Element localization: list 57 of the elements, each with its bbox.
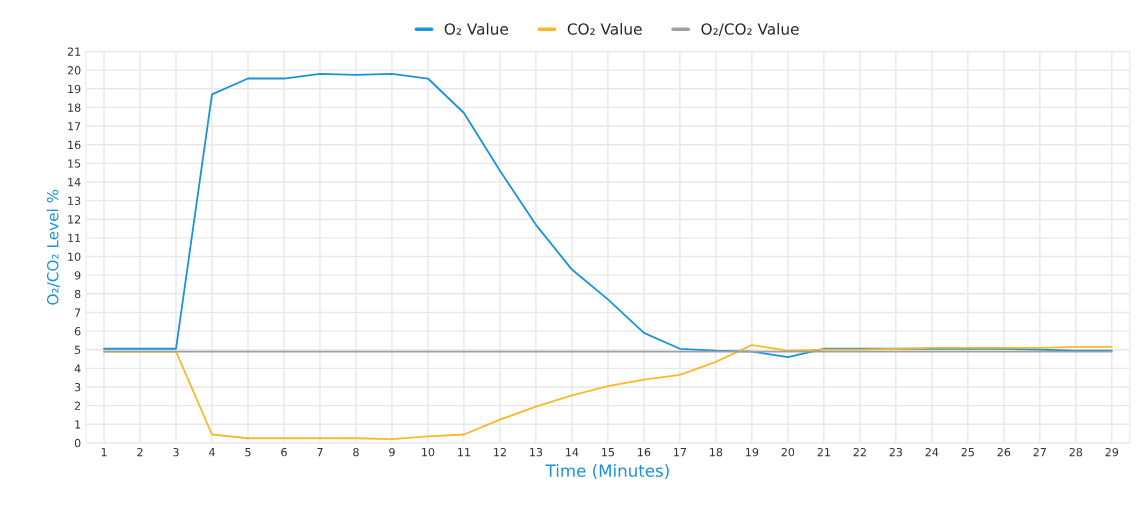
- y-tick-label: 6: [74, 327, 81, 336]
- x-tick-label: 1: [101, 448, 107, 457]
- x-tick-label: 16: [638, 447, 651, 457]
- x-tick-label: 5: [245, 448, 251, 457]
- x-tick-label: 22: [853, 447, 866, 457]
- line-series: [103, 72, 1113, 359]
- x-tick-label: 11: [458, 448, 470, 457]
- x-tick-label: 6: [281, 447, 287, 457]
- x-tick-label: 20: [781, 447, 795, 457]
- x-tick-label: 13: [530, 447, 543, 457]
- y-tick-label: 4: [74, 364, 81, 373]
- y-tick-label: 19: [68, 84, 81, 94]
- x-tick-label: 9: [389, 447, 395, 457]
- legend-label: O₂/CO₂ Value: [701, 22, 799, 36]
- x-axis-title: Time (Minutes): [545, 464, 669, 479]
- x-tick-label: 19: [746, 447, 759, 457]
- x-tick-label: 24: [925, 447, 939, 457]
- y-tick-label: 12: [68, 215, 81, 224]
- legend-label: O₂ Value: [444, 22, 508, 35]
- x-tick-label: 23: [889, 447, 903, 457]
- y-tick-label: 13: [68, 196, 81, 205]
- x-tick-label: 17: [674, 448, 687, 457]
- y-tick-label: 0: [74, 438, 81, 448]
- y-tick-label: 20: [67, 66, 81, 75]
- x-tick-label: 18: [710, 447, 723, 457]
- x-tick-label: 3: [173, 447, 179, 457]
- y-tick-label: 15: [68, 159, 81, 168]
- x-tick-label: 28: [1069, 447, 1083, 457]
- y-tick-label: 18: [68, 103, 81, 112]
- x-tick-label: 15: [602, 448, 615, 457]
- x-tick-label: 8: [353, 447, 359, 457]
- y-tick-label: 17: [68, 122, 81, 131]
- x-tick-label: 7: [317, 448, 323, 457]
- x-tick-label: 10: [422, 447, 435, 457]
- x-tick-label: 25: [961, 447, 974, 457]
- x-tick-label: 4: [209, 448, 215, 457]
- x-tick-label: 12: [494, 447, 506, 457]
- x-tick-label: 27: [1033, 447, 1046, 457]
- y-tick-label: 5: [74, 345, 81, 355]
- y-tick-label: 14: [68, 178, 81, 187]
- y-tick-label: 11: [68, 234, 81, 243]
- x-tick-label: 26: [997, 447, 1011, 457]
- x-tick-label: 29: [1105, 447, 1119, 457]
- y-tick-label: 7: [75, 308, 81, 317]
- y-tick-label: 21: [67, 47, 81, 56]
- y-tick-label: 8: [74, 289, 81, 299]
- x-tick-label: 14: [566, 448, 579, 457]
- x-tick-label: 2: [137, 447, 143, 457]
- y-tick-label: 2: [74, 401, 81, 410]
- y-tick-label: 1: [75, 420, 81, 429]
- x-tick-label: 21: [817, 447, 830, 457]
- y-tick-label: 3: [74, 382, 81, 392]
- y-tick-label: 9: [74, 271, 81, 280]
- y-axis-title: O₂/CO₂ Level %: [46, 189, 60, 305]
- legend-label: CO₂ Value: [567, 22, 642, 35]
- y-tick-label: 16: [68, 140, 81, 150]
- y-tick-label: 10: [68, 252, 81, 261]
